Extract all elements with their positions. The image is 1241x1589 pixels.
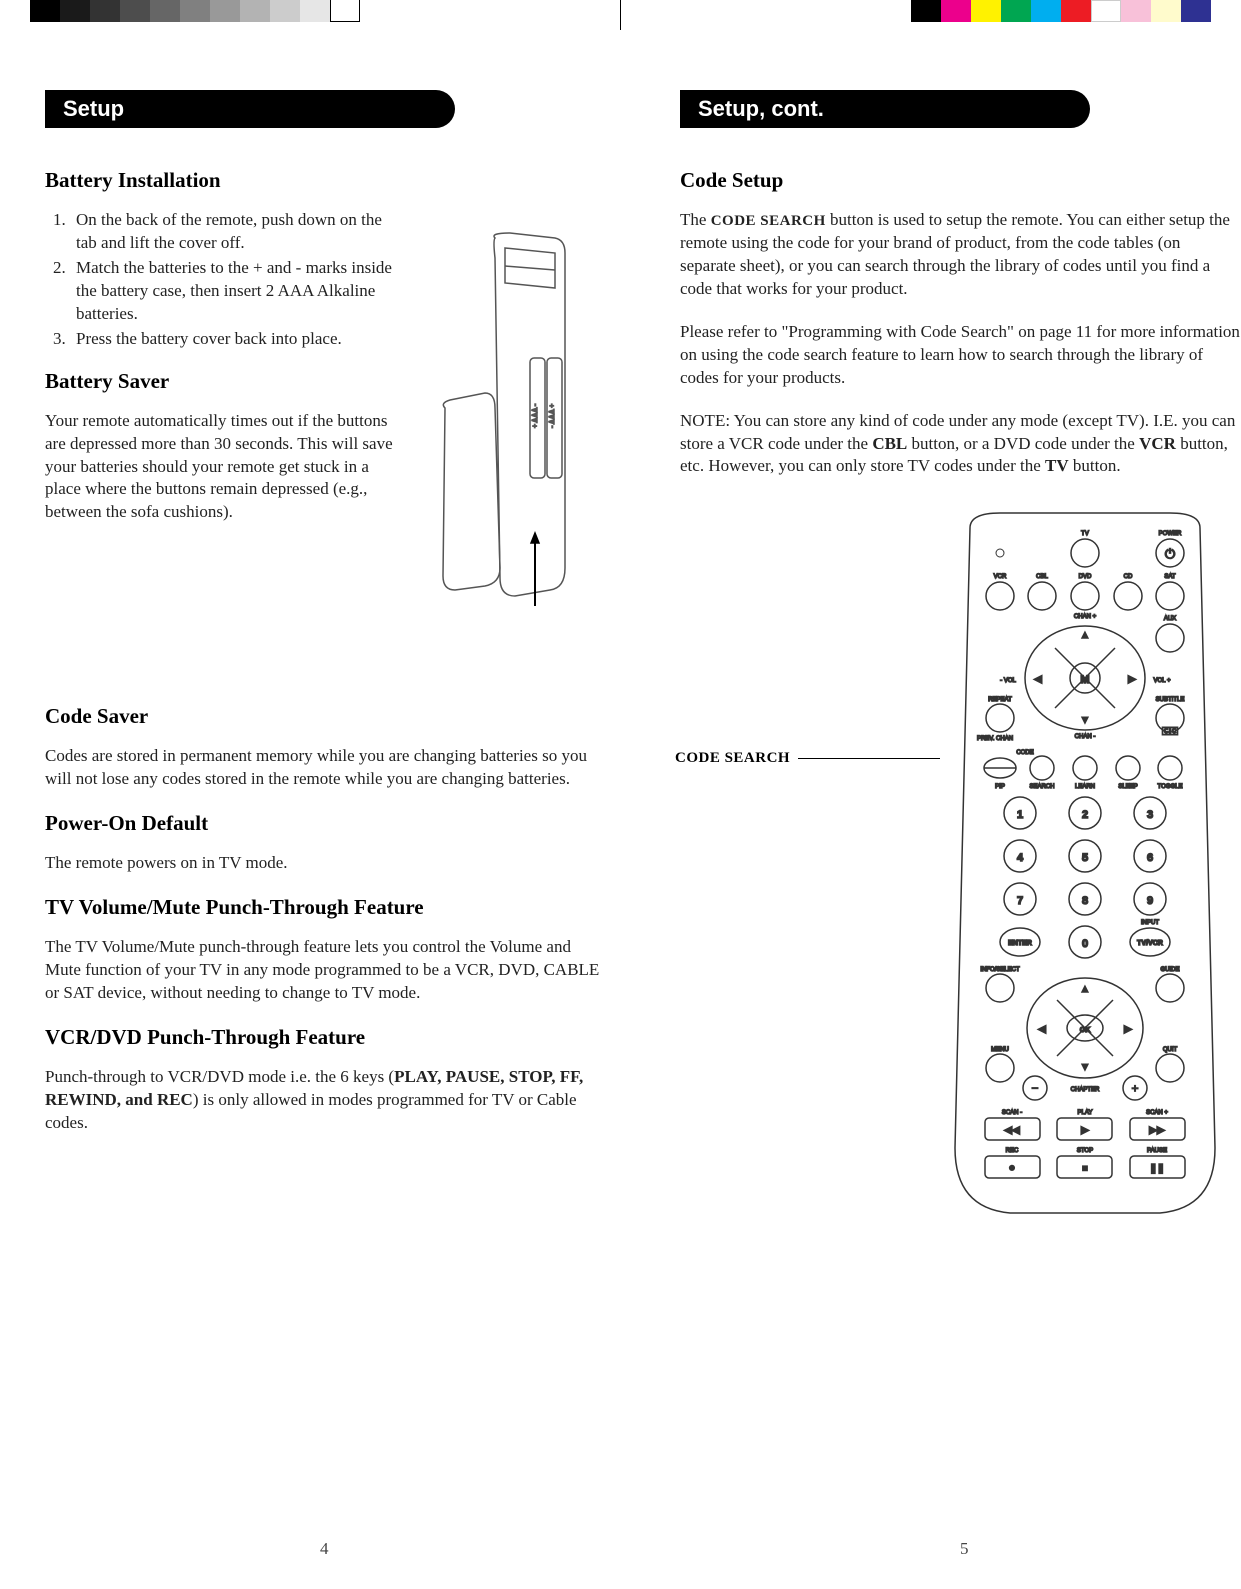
svg-text:◀◀: ◀◀ [1004,1125,1020,1136]
svg-text:REPEAT: REPEAT [988,697,1012,703]
svg-text:▶: ▶ [1124,1024,1132,1035]
svg-text:4: 4 [1017,852,1024,864]
svg-text:SCAN +: SCAN + [1146,1110,1168,1116]
svg-text:GUIDE: GUIDE [1160,967,1179,973]
svg-text:9: 9 [1147,895,1153,907]
battery-saver-text: Your remote automatically times out if t… [45,410,405,525]
svg-text:- VOL: - VOL [1000,678,1016,684]
svg-text:▶▶: ▶▶ [1149,1125,1165,1136]
vcr-punch-text: Punch-through to VCR/DVD mode i.e. the 6… [45,1066,605,1135]
svg-text:SUBTITLE: SUBTITLE [1156,697,1185,703]
svg-text:SLEEP: SLEEP [1118,784,1137,790]
svg-text:LEARN: LEARN [1075,784,1095,790]
svg-text:TV: TV [1081,531,1089,537]
svg-text:5: 5 [1082,852,1088,864]
battery-illustration: + AAA - - AAA + [435,228,575,608]
svg-text:0: 0 [1082,938,1088,950]
section-header-setup: Setup [45,90,455,128]
color-bar [911,0,1211,22]
svg-text:VOL +: VOL + [1154,678,1171,684]
svg-text:🄲🄲: 🄲🄲 [1162,727,1178,736]
svg-text:■: ■ [1082,1163,1087,1173]
heading-battery-installation: Battery Installation [45,168,405,193]
svg-text:◀: ◀ [1038,1024,1046,1035]
svg-text:◀: ◀ [1034,674,1042,685]
svg-text:+: + [1132,1081,1139,1095]
svg-text:⏻: ⏻ [1165,546,1175,561]
callout-code-search: CODE SEARCH [675,750,790,767]
svg-text:INPUT: INPUT [1141,920,1159,926]
battery-install-steps: On the back of the remote, push down on … [45,209,405,351]
heading-power-on: Power-On Default [45,811,605,836]
svg-text:▶: ▶ [1081,1125,1089,1136]
page-left: Setup Battery Installation On the back o… [45,90,605,1155]
remote-illustration: TV POWER ⏻ VCR CBL DVD CD SAT CHAN + AUX… [930,508,1240,1228]
svg-text:−: − [1032,1081,1039,1095]
page-right: Setup, cont. Code Setup The CODE SEARCH … [680,90,1240,1218]
svg-text:▲: ▲ [1080,984,1090,995]
install-step-1: On the back of the remote, push down on … [70,209,405,255]
heading-battery-saver: Battery Saver [45,369,405,394]
code-setup-para2: Please refer to "Programming with Code S… [680,321,1240,390]
svg-text:6: 6 [1147,852,1153,864]
heading-vcr-punch: VCR/DVD Punch-Through Feature [45,1025,605,1050]
svg-text:3: 3 [1147,809,1153,821]
heading-code-setup: Code Setup [680,168,1240,193]
svg-text:REC: REC [1006,1148,1019,1154]
remote-diagram: CODE SEARCH TV POWER ⏻ VCR CBL DVD CD [680,498,1240,1218]
install-step-2: Match the batteries to the + and - marks… [70,257,405,326]
svg-text:AUX: AUX [1164,616,1176,622]
grayscale-bar [30,0,360,22]
svg-text:INFO/SELECT: INFO/SELECT [980,967,1020,973]
svg-text:TOGGLE: TOGGLE [1158,784,1183,790]
svg-text:VCR: VCR [994,574,1007,580]
svg-text:ENTER: ENTER [1008,940,1032,947]
svg-text:MENU: MENU [991,1047,1009,1053]
svg-text:POWER: POWER [1159,531,1182,537]
power-on-text: The remote powers on in TV mode. [45,852,605,875]
code-saver-text: Codes are stored in permanent memory whi… [45,745,605,791]
svg-text:▼: ▼ [1080,1062,1090,1073]
code-setup-note: NOTE: You can store any kind of code und… [680,410,1240,479]
page-number-right: 5 [960,1539,969,1559]
svg-text:▶: ▶ [1128,674,1136,685]
svg-text:CD: CD [1124,574,1133,580]
svg-text:2: 2 [1082,809,1088,821]
svg-text:DVD: DVD [1079,574,1092,580]
svg-text:+ AAA -: + AAA - [531,403,539,428]
tv-punch-text: The TV Volume/Mute punch-through feature… [45,936,605,1005]
svg-text:8: 8 [1082,895,1088,907]
svg-text:●: ● [1009,1162,1016,1174]
svg-text:▼: ▼ [1080,715,1090,726]
svg-text:CHAPTER: CHAPTER [1071,1087,1100,1093]
svg-text:PIP: PIP [995,784,1005,790]
heading-code-saver: Code Saver [45,704,605,729]
svg-text:PLAY: PLAY [1078,1110,1093,1116]
svg-text:PAUSE: PAUSE [1147,1148,1167,1154]
svg-text:TV/VCR: TV/VCR [1137,940,1163,947]
svg-text:- AAA +: - AAA + [548,404,556,428]
page-number-left: 4 [320,1539,329,1559]
svg-text:7: 7 [1017,895,1023,907]
svg-text:CHAN -: CHAN - [1075,734,1096,740]
svg-text:CODE: CODE [1016,750,1033,756]
callout-line [798,758,940,759]
svg-text:CHAN +: CHAN + [1074,614,1097,620]
svg-text:SEARCH: SEARCH [1029,784,1054,790]
page-divider [620,0,621,30]
install-step-3: Press the battery cover back into place. [70,328,405,351]
svg-text:QUIT: QUIT [1163,1047,1178,1053]
svg-text:▲: ▲ [1080,630,1090,641]
svg-text:❚❚: ❚❚ [1149,1163,1164,1174]
svg-text:PREV. CHAN: PREV. CHAN [977,736,1013,742]
svg-text:CBL: CBL [1036,574,1048,580]
svg-text:STOP: STOP [1077,1148,1093,1154]
heading-tv-punch: TV Volume/Mute Punch-Through Feature [45,895,605,920]
svg-text:SAT: SAT [1164,574,1176,580]
code-setup-para1: The CODE SEARCH button is used to setup … [680,209,1240,301]
section-header-setup-cont: Setup, cont. [680,90,1090,128]
svg-text:1: 1 [1017,809,1023,821]
svg-text:SCAN -: SCAN - [1002,1110,1022,1116]
